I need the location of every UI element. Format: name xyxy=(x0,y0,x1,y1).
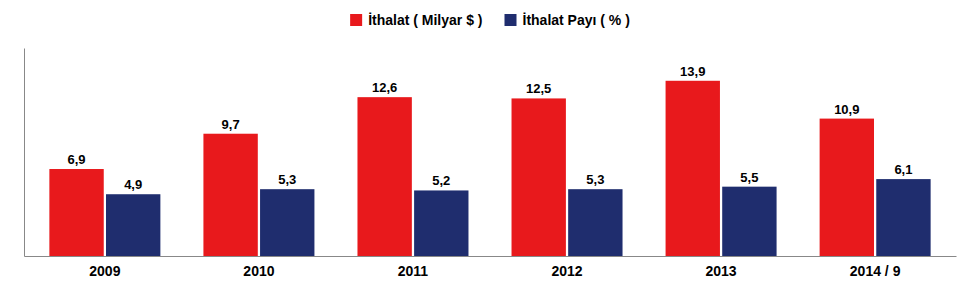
legend-item: İthalat Payı ( % ) xyxy=(505,12,630,28)
legend-item: İthalat ( Milyar $ ) xyxy=(350,12,482,28)
data-labels: 6,9 9,7 12,6 12,5 13,9 10,9 4,9 5,3 5,2 5,3 5,5 6,1 xyxy=(68,64,913,192)
bar xyxy=(106,194,160,256)
x-axis-line xyxy=(25,256,957,257)
bar xyxy=(357,97,411,256)
x-tick-label: 2012 xyxy=(551,263,582,279)
legend-swatch xyxy=(350,14,362,26)
bar xyxy=(666,81,720,256)
x-tick-label: 2009 xyxy=(89,263,120,279)
data-label: 13,9 xyxy=(680,64,705,79)
x-tick: 2013 xyxy=(705,256,736,279)
x-tick: 2009 xyxy=(89,256,120,279)
bar xyxy=(876,179,930,256)
bar xyxy=(203,134,257,256)
data-label: 5,3 xyxy=(278,172,296,187)
bar xyxy=(820,119,874,256)
x-tick-label: 2011 xyxy=(398,263,429,279)
legend-label: İthalat ( Milyar $ ) xyxy=(368,12,482,28)
legend: İthalat ( Milyar $ ) İthalat Payı ( % ) xyxy=(350,12,630,28)
bars xyxy=(49,81,930,256)
plot: 6,9 9,7 12,6 12,5 13,9 10,9 4,9 5,3 5,2 5,3 5,5 6,1… xyxy=(25,49,957,279)
data-label: 5,3 xyxy=(586,172,604,187)
legend-label: İthalat Payı ( % ) xyxy=(523,12,630,28)
x-tick: 2011 xyxy=(398,256,429,279)
x-tick-label: 2010 xyxy=(243,263,274,279)
y-axis xyxy=(24,49,25,257)
data-label: 10,9 xyxy=(834,102,859,117)
x-tick-label: 2014 / 9 xyxy=(850,263,901,279)
x-tick: 2012 xyxy=(551,256,582,279)
x-tick-label: 2013 xyxy=(705,263,736,279)
x-axis: 2009 2010 2011 2012 2013 2014 / 9 xyxy=(25,256,957,279)
data-label: 6,9 xyxy=(68,152,86,167)
bar xyxy=(722,187,776,256)
x-tick: 2010 xyxy=(243,256,274,279)
data-label: 4,9 xyxy=(124,177,142,192)
data-label: 6,1 xyxy=(894,162,912,177)
bar xyxy=(512,98,566,256)
data-label: 9,7 xyxy=(222,117,240,132)
y-axis-line xyxy=(24,49,25,257)
bar xyxy=(260,189,314,256)
data-label: 12,6 xyxy=(372,80,397,95)
data-label: 5,2 xyxy=(432,173,450,188)
bar xyxy=(568,189,622,256)
bar xyxy=(414,190,468,256)
data-label: 12,5 xyxy=(526,81,551,96)
x-tick: 2014 / 9 xyxy=(850,256,901,279)
bar xyxy=(49,169,103,256)
data-label: 5,5 xyxy=(740,170,758,185)
chart: 6,9 9,7 12,6 12,5 13,9 10,9 4,9 5,3 5,2 5,3 5,5 6,1… xyxy=(0,0,980,292)
legend-swatch xyxy=(505,14,517,26)
